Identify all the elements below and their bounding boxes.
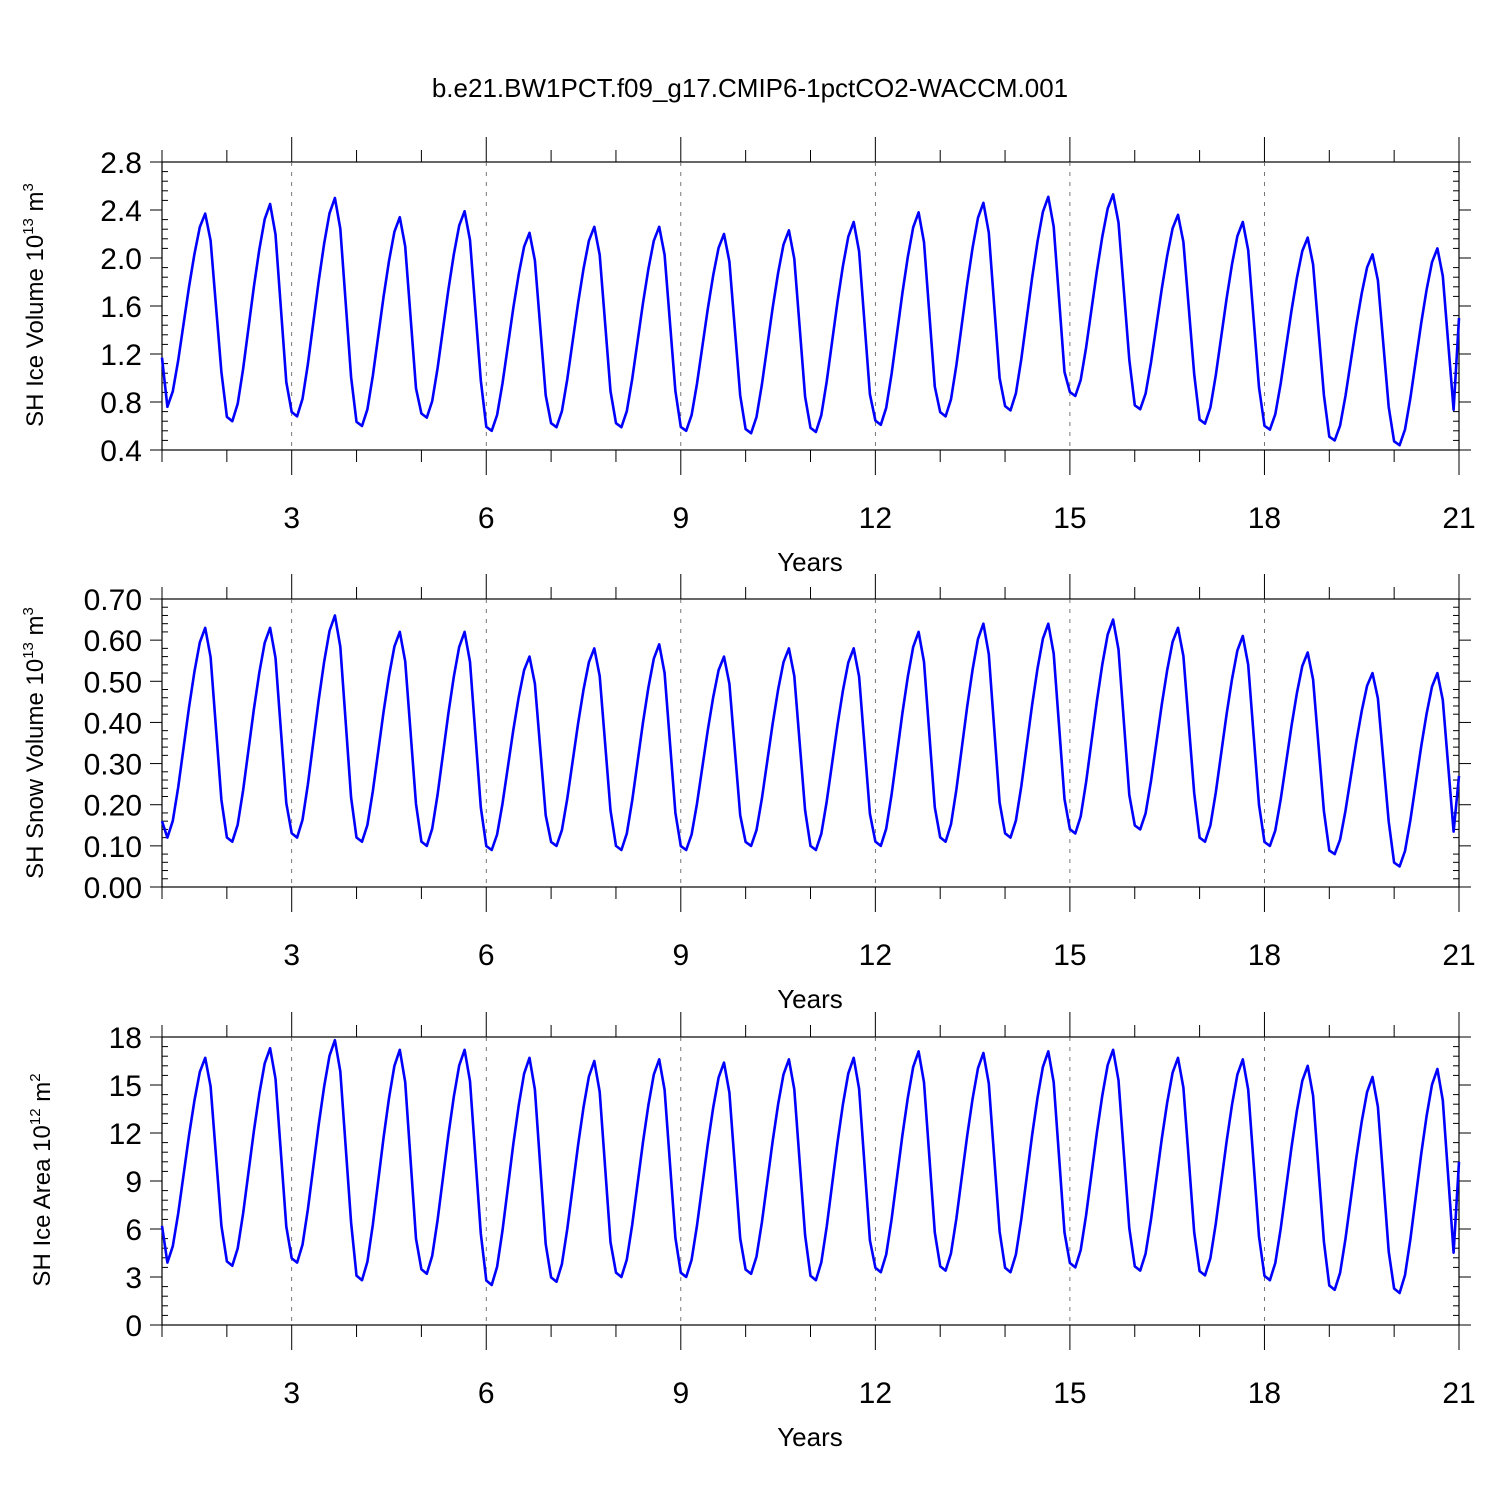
panel-snow-volume: SH Snow Volume 1013 m3 Years 3 6 9 12 15 18 21… (20, 574, 1476, 1014)
x-tick-label: 6 (478, 939, 495, 972)
x-tick-label: 3 (283, 502, 300, 535)
y-tick-label: 0.50 (84, 666, 142, 699)
y-tick-label: 18 (109, 1022, 142, 1055)
x-tick-label: 15 (1053, 502, 1086, 535)
y-tick-label: 0.60 (84, 625, 142, 658)
x-tick-label: 15 (1053, 1377, 1086, 1410)
y-tick-label: 3 (125, 1262, 142, 1295)
y-tick-label: 12 (109, 1118, 142, 1151)
y-tick-label: 0.00 (84, 872, 142, 905)
y-tick-label: 0.70 (84, 584, 142, 617)
y-axis-label: SH Ice Area 1012 m2 (27, 1073, 56, 1286)
y-tick-label: 2.8 (100, 147, 142, 180)
x-tick-label: 9 (672, 1377, 689, 1410)
y-tick-label: 2.0 (100, 243, 142, 276)
y-tick-label: 2.4 (100, 195, 142, 228)
x-tick-label: 18 (1248, 939, 1281, 972)
y-tick-label: 15 (109, 1070, 142, 1103)
y-tick-label: 0.10 (84, 831, 142, 864)
panel-ice-volume: SH Ice Volume 1013 m3 Years 3 6 9 12 15 18 21 0… (20, 137, 1476, 577)
x-axis-label: Years (777, 1422, 843, 1452)
x-axis-label: Years (777, 547, 843, 577)
x-tick-label: 9 (672, 502, 689, 535)
y-tick-label: 0.20 (84, 790, 142, 823)
x-tick-label: 3 (283, 939, 300, 972)
x-tick-label: 3 (283, 1377, 300, 1410)
series-line (160, 1038, 1461, 1295)
y-axis-label: SH Ice Volume 1013 m3 (20, 183, 49, 427)
y-tick-label: 0.30 (84, 749, 142, 782)
x-tick-label: 6 (478, 1377, 495, 1410)
y-tick-label: 0.8 (100, 387, 142, 420)
x-tick-label: 9 (672, 939, 689, 972)
x-tick-label: 18 (1248, 502, 1281, 535)
y-tick-label: 1.2 (100, 339, 142, 372)
x-tick-label: 15 (1053, 939, 1086, 972)
y-tick-label: 0 (125, 1310, 142, 1343)
x-tick-label: 21 (1442, 939, 1475, 972)
y-tick-label: 1.6 (100, 291, 142, 324)
chart-title: b.e21.BW1PCT.f09_g17.CMIP6-1pctCO2-WACCM… (432, 73, 1068, 103)
series-line (160, 614, 1461, 868)
panel-ice-area: SH Ice Area 1012 m2 Years 3 6 9 12 15 18 21 0 3 6… (27, 1012, 1476, 1452)
x-tick-label: 18 (1248, 1377, 1281, 1410)
x-tick-label: 12 (859, 502, 892, 535)
x-tick-label: 6 (478, 502, 495, 535)
y-tick-label: 6 (125, 1214, 142, 1247)
series-line (160, 193, 1461, 447)
y-axis-label: SH Snow Volume 1013 m3 (20, 607, 49, 879)
x-tick-label: 21 (1442, 502, 1475, 535)
x-tick-label: 12 (859, 939, 892, 972)
x-tick-label: 12 (859, 1377, 892, 1410)
x-axis-label: Years (777, 984, 843, 1014)
y-tick-label: 0.40 (84, 707, 142, 740)
x-tick-label: 21 (1442, 1377, 1475, 1410)
y-tick-label: 9 (125, 1166, 142, 1199)
y-tick-label: 0.4 (100, 435, 142, 468)
